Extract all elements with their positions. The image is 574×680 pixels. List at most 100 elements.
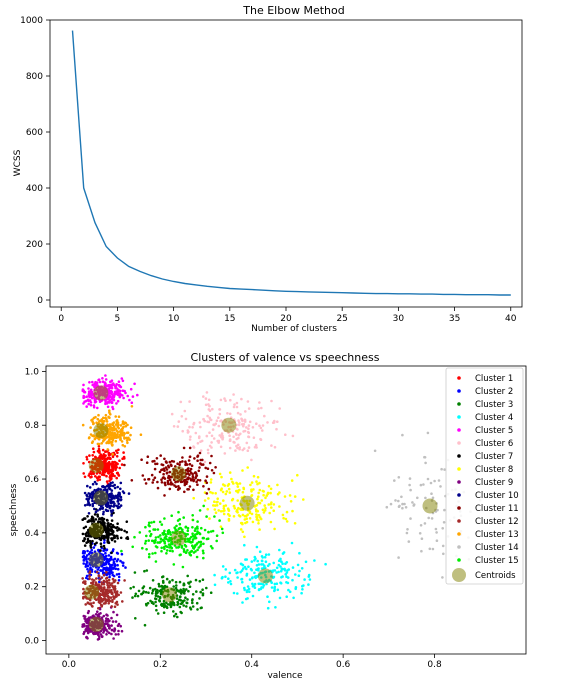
cluster-point — [281, 562, 284, 565]
cluster-point — [256, 497, 259, 501]
cluster-point — [215, 504, 219, 507]
cluster-point — [105, 622, 108, 625]
cluster-point — [204, 403, 208, 407]
cluster-point — [188, 462, 192, 466]
cluster-point — [412, 503, 416, 506]
cluster-point — [247, 587, 251, 591]
cluster-point — [431, 547, 435, 551]
cluster-point — [111, 530, 115, 534]
cluster-point — [237, 419, 240, 422]
cluster-point — [265, 494, 269, 497]
cluster-point — [260, 499, 264, 502]
cluster-point — [247, 446, 251, 449]
cluster-point — [117, 579, 121, 582]
cluster-point — [273, 527, 276, 531]
cluster-point — [115, 534, 118, 538]
cluster-point — [97, 378, 100, 382]
cluster-point — [407, 540, 411, 543]
cluster-point — [161, 575, 165, 578]
cluster-point — [179, 553, 182, 556]
cluster-point — [115, 504, 118, 508]
cluster-point — [82, 526, 86, 530]
cluster-point — [235, 481, 238, 485]
cluster-point — [122, 425, 125, 429]
cluster-point — [92, 450, 96, 454]
clusters-y-tick-label: 0.4 — [25, 529, 40, 539]
cluster-point — [186, 537, 189, 541]
cluster-point — [90, 475, 93, 479]
cluster-point — [150, 521, 153, 524]
centroid-point — [88, 552, 104, 568]
cluster-point — [216, 497, 219, 501]
legend-label: Cluster 3 — [475, 400, 513, 410]
cluster-point — [194, 550, 197, 553]
cluster-point — [98, 508, 102, 511]
cluster-point — [105, 474, 108, 478]
cluster-point — [115, 383, 118, 386]
cluster-point — [89, 616, 93, 619]
cluster-point — [113, 629, 116, 633]
cluster-point — [109, 555, 113, 559]
cluster-point — [90, 515, 94, 519]
cluster-point — [267, 484, 271, 488]
cluster-point — [103, 459, 107, 462]
cluster-point — [161, 532, 164, 535]
cluster-point — [102, 579, 106, 583]
cluster-point — [268, 562, 271, 566]
cluster-point — [424, 496, 427, 500]
cluster-point — [133, 535, 136, 539]
cluster-point — [188, 400, 191, 403]
cluster-point — [112, 574, 116, 578]
cluster-point — [150, 473, 154, 477]
cluster-point — [165, 601, 168, 605]
elbow-y-tick-label: 600 — [26, 128, 43, 138]
cluster-point — [82, 462, 85, 465]
cluster-point — [199, 606, 203, 610]
cluster-point — [192, 478, 196, 482]
cluster-point — [164, 604, 167, 608]
cluster-point — [178, 460, 182, 464]
cluster-point — [102, 472, 105, 476]
cluster-point — [97, 598, 101, 602]
cluster-point — [174, 612, 178, 616]
cluster-point — [224, 575, 227, 578]
cluster-point — [90, 396, 94, 400]
cluster-point — [243, 418, 247, 422]
cluster-point — [95, 577, 98, 580]
cluster-point — [270, 586, 274, 589]
cluster-point — [207, 408, 211, 411]
cluster-point — [191, 593, 195, 596]
cluster-point — [248, 590, 251, 593]
cluster-point — [116, 399, 120, 403]
cluster-point — [222, 504, 226, 508]
cluster-point — [238, 447, 241, 451]
cluster-point — [263, 555, 267, 559]
cluster-point — [81, 625, 84, 628]
cluster-point — [232, 591, 236, 595]
cluster-point — [108, 573, 111, 576]
cluster-point — [100, 605, 103, 608]
cluster-point — [127, 492, 131, 495]
cluster-point — [85, 560, 89, 563]
cluster-point — [241, 419, 244, 423]
cluster-point — [227, 482, 231, 486]
cluster-point — [105, 591, 108, 595]
cluster-point — [213, 573, 216, 577]
cluster-point — [179, 599, 183, 602]
cluster-point — [111, 577, 115, 581]
legend-box — [445, 367, 524, 585]
cluster-point — [172, 460, 176, 463]
cluster-point — [104, 469, 108, 473]
cluster-point — [87, 552, 91, 556]
cluster-point — [110, 582, 114, 585]
cluster-point — [158, 520, 162, 524]
legend-marker — [457, 558, 461, 562]
cluster-point — [403, 502, 406, 506]
cluster-point — [232, 440, 235, 444]
cluster-point — [156, 541, 159, 544]
cluster-point — [209, 545, 213, 548]
cluster-point — [261, 556, 265, 559]
clusters-y-axis-label: speechness — [9, 483, 19, 536]
cluster-point — [112, 588, 116, 591]
cluster-point — [158, 595, 162, 599]
